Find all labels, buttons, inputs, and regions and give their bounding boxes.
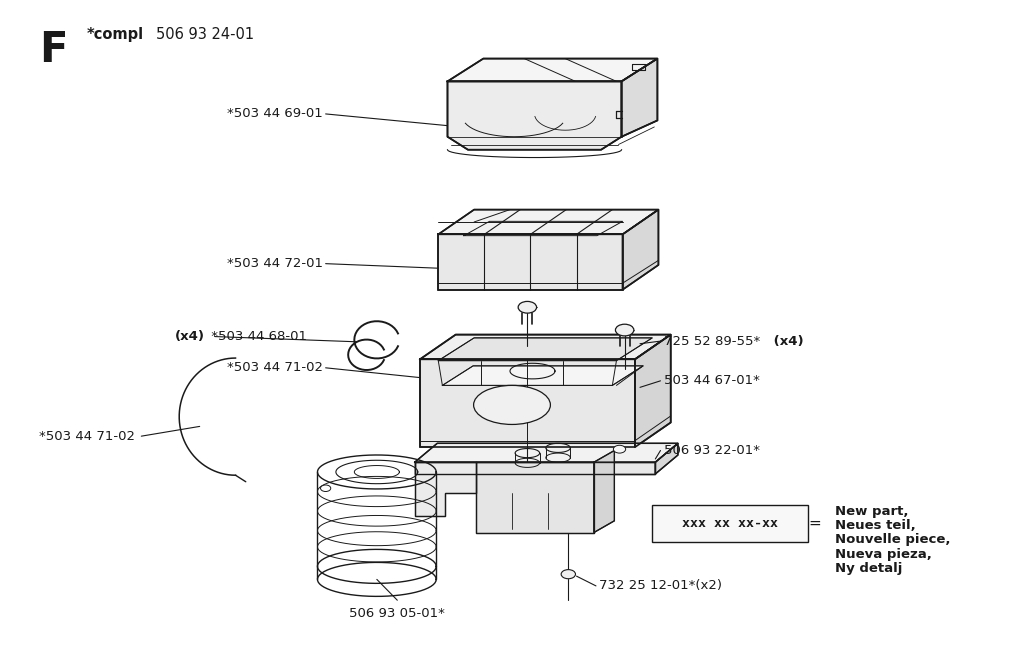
- Polygon shape: [635, 335, 671, 447]
- Polygon shape: [438, 234, 623, 290]
- Text: Ny detalj: Ny detalj: [835, 562, 902, 575]
- Polygon shape: [447, 81, 622, 150]
- Polygon shape: [438, 210, 658, 234]
- Polygon shape: [420, 335, 671, 359]
- Polygon shape: [476, 462, 594, 533]
- Text: 725 52 89-55*: 725 52 89-55*: [664, 335, 760, 348]
- Polygon shape: [415, 462, 476, 516]
- Text: 506 93 22-01*: 506 93 22-01*: [664, 444, 760, 457]
- Polygon shape: [594, 450, 614, 533]
- Polygon shape: [442, 366, 643, 385]
- Polygon shape: [622, 59, 657, 137]
- Circle shape: [613, 445, 626, 453]
- Text: Neues teil,: Neues teil,: [835, 519, 915, 532]
- Circle shape: [321, 485, 331, 492]
- Text: F: F: [39, 29, 68, 72]
- Text: *503 44 69-01: *503 44 69-01: [226, 107, 323, 120]
- Text: Nouvelle piece,: Nouvelle piece,: [835, 533, 950, 546]
- Polygon shape: [438, 338, 652, 361]
- Text: *503 44 68-01: *503 44 68-01: [207, 330, 307, 343]
- Ellipse shape: [473, 385, 551, 424]
- Circle shape: [615, 324, 634, 336]
- Text: Nueva pieza,: Nueva pieza,: [835, 547, 932, 561]
- Text: 503 44 67-01*: 503 44 67-01*: [664, 374, 760, 387]
- Polygon shape: [420, 359, 635, 447]
- Text: =: =: [809, 516, 821, 531]
- Text: New part,: New part,: [835, 505, 908, 518]
- Polygon shape: [623, 210, 658, 290]
- Text: *503 44 72-01: *503 44 72-01: [226, 257, 323, 270]
- Text: (x4): (x4): [175, 330, 205, 343]
- Circle shape: [518, 301, 537, 313]
- Text: *compl: *compl: [87, 27, 144, 42]
- FancyBboxPatch shape: [652, 505, 808, 542]
- Text: 732 25 12-01*(x2): 732 25 12-01*(x2): [599, 579, 722, 592]
- Polygon shape: [447, 59, 657, 81]
- Circle shape: [561, 570, 575, 579]
- Text: 506 93 05-01*: 506 93 05-01*: [349, 607, 445, 620]
- Polygon shape: [415, 462, 655, 474]
- Text: xxx xx xx-xx: xxx xx xx-xx: [682, 518, 778, 530]
- Text: (x4): (x4): [769, 335, 804, 348]
- Text: 506 93 24-01: 506 93 24-01: [156, 27, 254, 42]
- Polygon shape: [655, 443, 678, 474]
- Text: *503 44 71-02: *503 44 71-02: [39, 430, 135, 443]
- Text: *503 44 71-02: *503 44 71-02: [226, 361, 323, 374]
- Polygon shape: [415, 443, 678, 462]
